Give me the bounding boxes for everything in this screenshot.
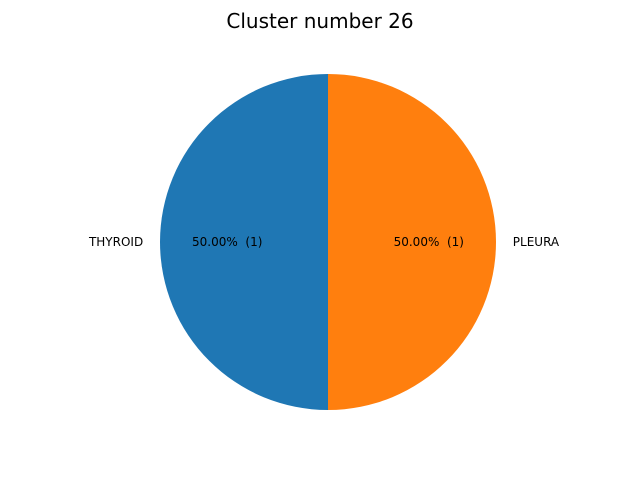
pie-slice-pleura: [328, 74, 496, 410]
pie-slice-thyroid: [160, 74, 328, 410]
pie-labels: THYROID 50.00% (1) PLEURA 50.00% (1): [88, 235, 560, 249]
slice-label-thyroid: THYROID: [88, 235, 143, 249]
pie-slices: [160, 74, 496, 410]
percent-label-pleura: 50.00% (1): [394, 235, 464, 249]
percent-label-thyroid: 50.00% (1): [192, 235, 262, 249]
slice-label-pleura: PLEURA: [513, 235, 560, 249]
chart-title: Cluster number 26: [226, 9, 413, 33]
